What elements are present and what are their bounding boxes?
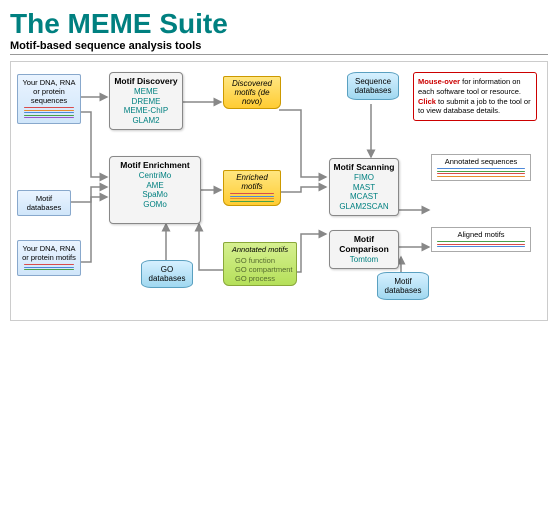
box-comparison[interactable]: Motif Comparison Tomtom xyxy=(329,230,399,269)
out-annotated-label: Annotated motifs xyxy=(227,245,293,254)
tool-link[interactable]: GO function xyxy=(235,256,293,265)
db-seq[interactable]: Sequence databases xyxy=(347,72,399,100)
db-motif[interactable]: Motif databases xyxy=(377,272,429,300)
out-enriched-label: Enriched motifs xyxy=(227,173,277,191)
input-sequences[interactable]: Your DNA, RNA or protein sequences xyxy=(17,74,81,124)
note-mouseover: Mouse-over xyxy=(418,77,460,86)
out-annot-seq-label: Annotated sequences xyxy=(434,157,528,166)
input-motifs-label: Your DNA, RNA or protein motifs xyxy=(21,244,77,262)
tool-link[interactable]: SpaMo xyxy=(113,190,197,200)
input-sequences-label: Your DNA, RNA or protein sequences xyxy=(21,78,77,105)
tool-link[interactable]: GO process xyxy=(235,274,293,283)
tool-link[interactable]: MCAST xyxy=(333,192,395,202)
out-annotated: Annotated motifs GO functionGO compartme… xyxy=(223,242,297,286)
instruction-note: Mouse-over for information on each softw… xyxy=(413,72,537,121)
out-enriched: Enriched motifs xyxy=(223,170,281,206)
box-enrichment[interactable]: Motif Enrichment CentriMoAMESpaMoGOMo xyxy=(109,156,201,224)
page-subtitle: Motif-based sequence analysis tools xyxy=(10,40,548,55)
input-motifs[interactable]: Your DNA, RNA or protein motifs xyxy=(17,240,81,276)
out-discovered: Discovered motifs (de novo) xyxy=(223,76,281,109)
tool-link[interactable]: FIMO xyxy=(333,173,395,183)
box-enrichment-head: Motif Enrichment xyxy=(113,160,197,170)
out-aligned-label: Aligned motifs xyxy=(434,230,528,239)
tool-link[interactable]: GLAM2 xyxy=(113,116,179,126)
tool-link[interactable]: GOMo xyxy=(113,200,197,210)
out-annot-seq: Annotated sequences xyxy=(431,154,531,181)
box-discovery-head: Motif Discovery xyxy=(113,76,179,86)
box-scanning-head: Motif Scanning xyxy=(333,162,395,172)
tool-link[interactable]: MEME-ChIP xyxy=(113,106,179,116)
tool-link[interactable]: GLAM2SCAN xyxy=(333,202,395,212)
note-click: Click xyxy=(418,97,436,106)
tool-link[interactable]: GO compartment xyxy=(235,265,293,274)
db-go[interactable]: GO databases xyxy=(141,260,193,288)
input-motif-db[interactable]: Motif databases xyxy=(17,190,71,216)
tool-link[interactable]: Tomtom xyxy=(333,255,395,265)
box-scanning[interactable]: Motif Scanning FIMOMASTMCASTGLAM2SCAN xyxy=(329,158,399,216)
out-aligned: Aligned motifs xyxy=(431,227,531,252)
box-comparison-head: Motif Comparison xyxy=(333,234,395,254)
tool-link[interactable]: MAST xyxy=(333,183,395,193)
page-title: The MEME Suite xyxy=(10,8,548,40)
tool-link[interactable]: DREME xyxy=(113,97,179,107)
tool-link[interactable]: MEME xyxy=(113,87,179,97)
flow-diagram: Your DNA, RNA or protein sequences Motif… xyxy=(10,61,548,321)
tool-link[interactable]: CentriMo xyxy=(113,171,197,181)
tool-link[interactable]: AME xyxy=(113,181,197,191)
box-discovery[interactable]: Motif Discovery MEMEDREMEMEME-ChIPGLAM2 xyxy=(109,72,183,130)
